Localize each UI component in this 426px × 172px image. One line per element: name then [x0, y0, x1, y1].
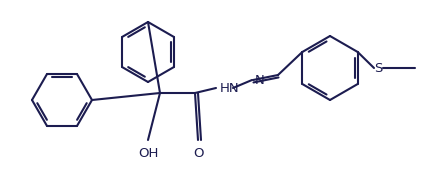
Text: OH: OH — [138, 147, 158, 160]
Text: HN: HN — [220, 82, 240, 94]
Text: S: S — [374, 62, 382, 74]
Text: O: O — [193, 147, 203, 160]
Text: N: N — [255, 73, 265, 87]
